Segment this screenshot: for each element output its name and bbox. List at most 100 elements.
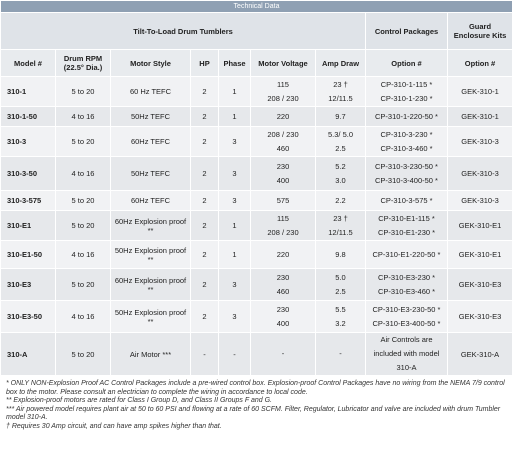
table-cell: 2.2 bbox=[315, 190, 366, 211]
column-header: Model # bbox=[0, 49, 56, 77]
table-cell: 5.3/ 5.0 2.5 bbox=[315, 126, 366, 157]
table-cell: 3 bbox=[218, 190, 251, 211]
table-cell: Air Motor *** bbox=[110, 332, 191, 376]
table-cell: 2 bbox=[190, 268, 219, 301]
cell-line: 2.2 bbox=[335, 195, 346, 205]
cell-line: 5.2 bbox=[335, 161, 346, 171]
table-cell: GEK-310-E1 bbox=[446, 240, 512, 269]
cell-line: CP-310-1-220-50 * bbox=[375, 111, 438, 121]
cell-line: 5.5 bbox=[335, 304, 346, 314]
table-cell: - bbox=[190, 332, 219, 376]
table-row: 310-3 5 to 20 60Hz TEFC 2 3 208 / 230 460 5.3/ … bbox=[0, 126, 512, 157]
table-cell: 5 to 20 bbox=[55, 332, 111, 376]
cell-line: 9.7 bbox=[335, 111, 346, 121]
table-cell: 5 to 20 bbox=[55, 190, 111, 211]
footnote: * ONLY NON-Explosion Proof AC Control Pa… bbox=[6, 380, 505, 396]
table-cell: 60 Hz TEFC bbox=[110, 76, 191, 107]
table-cell: 23 † 12/11.5 bbox=[315, 210, 366, 241]
column-header: Amp Draw bbox=[315, 49, 366, 77]
table-cell: 1 bbox=[218, 240, 251, 269]
cell-line: CP-310-E3-460 * bbox=[377, 286, 436, 296]
table-cell: - bbox=[250, 332, 316, 376]
cell-line: 3.0 bbox=[335, 175, 346, 185]
table-cell: 220 bbox=[250, 240, 316, 269]
table-row: 310-E3-50 4 to 16 50Hz Explosion proof ** 2… bbox=[0, 300, 512, 333]
cell-line: CP-310-3-575 * bbox=[380, 195, 433, 205]
model-cell: 310-E1 bbox=[0, 210, 56, 241]
footnote: *** Air powered model requires plant air… bbox=[6, 405, 501, 422]
cell-line: 575 bbox=[276, 195, 290, 205]
table-cell: 5 to 20 bbox=[55, 210, 111, 241]
table-cell: 5 to 20 bbox=[55, 268, 111, 301]
table-cell: 220 bbox=[250, 106, 316, 127]
table-row: 310-3-50 4 to 16 50Hz TEFC 2 3 230 400 5.2 3.0 CP… bbox=[0, 156, 512, 191]
table-cell: 1 bbox=[218, 106, 251, 127]
table-cell: GEK-310-A bbox=[446, 332, 512, 376]
table-cell: 5 to 20 bbox=[55, 126, 111, 157]
table-row: 310-E3 5 to 20 60Hz Explosion proof ** 2 3 23… bbox=[0, 268, 512, 301]
table-cell: GEK-310-1 bbox=[446, 106, 512, 127]
table-row: 310-1-50 4 to 16 50Hz TEFC 2 1 220 9.7 CP-310-1… bbox=[0, 106, 512, 127]
cell-line: 230 bbox=[276, 272, 290, 282]
table-cell: 9.7 bbox=[315, 106, 366, 127]
cell-line: - bbox=[339, 349, 342, 358]
cell-line: Air Controls are included with model 310… bbox=[373, 335, 440, 372]
cell-line: 208 / 230 bbox=[267, 227, 299, 237]
cell-line: 400 bbox=[276, 318, 290, 328]
column-header: HP bbox=[190, 49, 219, 77]
table-cell: CP-310-3-230 * CP-310-3-460 * bbox=[365, 126, 448, 157]
cell-line: 230 bbox=[276, 161, 290, 171]
model-cell: 310-3-575 bbox=[0, 190, 56, 211]
cell-line: CP-310-E3-230 * bbox=[377, 272, 436, 282]
table-cell: 2 bbox=[190, 240, 219, 269]
table-cell: 23 † 12/11.5 bbox=[315, 76, 366, 107]
table-cell: 2 bbox=[190, 300, 219, 333]
cell-line: 23 † bbox=[333, 213, 348, 223]
table-cell: GEK-310-E1 bbox=[446, 210, 512, 241]
table-cell: 50Hz TEFC bbox=[110, 106, 191, 127]
table-cell: 2 bbox=[190, 156, 219, 191]
table-cell: GEK-310-3 bbox=[446, 156, 512, 191]
cell-line: CP-310-3-460 * bbox=[380, 143, 433, 153]
table-cell: 4 to 16 bbox=[55, 156, 111, 191]
cell-line: CP-310-3-400-50 * bbox=[375, 175, 438, 185]
table-cell: 50Hz Explosion proof ** bbox=[110, 300, 191, 333]
cell-line: 12/11.5 bbox=[328, 93, 353, 103]
model-cell: 310-1 bbox=[0, 76, 56, 107]
cell-line: 220 bbox=[276, 249, 290, 259]
table-cell: CP-310-E1-115 * CP-310-E1-230 * bbox=[365, 210, 448, 241]
cell-line: 2.5 bbox=[335, 286, 346, 296]
cell-line: 115 bbox=[277, 213, 289, 223]
table-row: 310-A 5 to 20 Air Motor *** - - - - Air Control… bbox=[0, 332, 512, 376]
table-cell: 2 bbox=[190, 106, 219, 127]
table-cell: CP-310-E3-230 * CP-310-E3-460 * bbox=[365, 268, 448, 301]
table-cell: 3 bbox=[218, 126, 251, 157]
table-cell: 230 400 bbox=[250, 300, 316, 333]
table-cell: 5.5 3.2 bbox=[315, 300, 366, 333]
table-cell: 60Hz Explosion proof ** bbox=[110, 210, 191, 241]
table-cell: - bbox=[218, 332, 251, 376]
table-cell: GEK-310-1 bbox=[446, 76, 512, 107]
table-cell: 230 400 bbox=[250, 156, 316, 191]
table-cell: 5 to 20 bbox=[55, 76, 111, 107]
cell-line: CP-310-3-230 * bbox=[380, 129, 433, 139]
table-cell: 115 208 / 230 bbox=[250, 210, 316, 241]
table-cell: 2 bbox=[190, 190, 219, 211]
table-cell: 575 bbox=[250, 190, 316, 211]
cell-line: 208 / 230 bbox=[267, 93, 299, 103]
table-row: 310-1 5 to 20 60 Hz TEFC 2 1 115 208 / 230 23 †… bbox=[0, 76, 512, 107]
cell-line: 208 / 230 bbox=[267, 129, 299, 139]
cell-line: CP-310-E3-400-50 * bbox=[372, 318, 441, 328]
column-header: Motor Voltage bbox=[250, 49, 316, 77]
cell-line: 230 bbox=[276, 304, 290, 314]
table-cell: 60Hz Explosion proof ** bbox=[110, 268, 191, 301]
table-cell: 1 bbox=[218, 210, 251, 241]
tech-table: Technical Data Tilt-To-Load Drum Tumbler… bbox=[0, 0, 512, 376]
column-header: Motor Style bbox=[110, 49, 191, 77]
cell-line: 12/11.5 bbox=[328, 227, 353, 237]
table-row: 310-3-575 5 to 20 60Hz TEFC 2 3 575 2.2 CP-310-… bbox=[0, 190, 512, 211]
table-cell: 4 to 16 bbox=[55, 106, 111, 127]
cell-line: CP-310-E1-115 * bbox=[378, 213, 435, 223]
footnotes: * ONLY NON-Explosion Proof AC Control Pa… bbox=[0, 376, 512, 432]
